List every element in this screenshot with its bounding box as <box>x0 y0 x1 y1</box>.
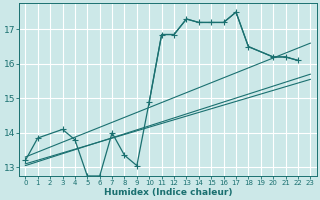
X-axis label: Humidex (Indice chaleur): Humidex (Indice chaleur) <box>104 188 232 197</box>
